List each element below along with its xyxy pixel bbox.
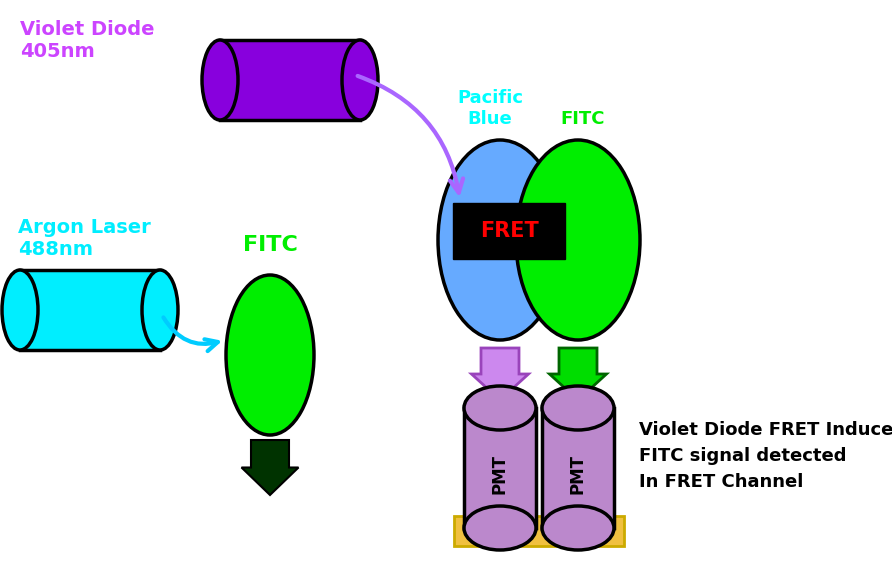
Ellipse shape xyxy=(516,140,640,340)
Ellipse shape xyxy=(464,386,536,430)
Ellipse shape xyxy=(2,270,38,350)
Bar xyxy=(454,516,624,546)
Polygon shape xyxy=(242,440,299,495)
Text: FITC: FITC xyxy=(561,110,606,128)
Ellipse shape xyxy=(542,506,614,550)
Bar xyxy=(464,408,536,528)
Ellipse shape xyxy=(542,386,614,430)
FancyArrowPatch shape xyxy=(163,318,218,351)
Ellipse shape xyxy=(142,270,178,350)
FancyArrowPatch shape xyxy=(358,76,463,192)
Text: Violet Diode
405nm: Violet Diode 405nm xyxy=(20,20,154,61)
Ellipse shape xyxy=(438,140,562,340)
Text: PMT: PMT xyxy=(569,454,587,494)
Bar xyxy=(220,40,360,120)
FancyBboxPatch shape xyxy=(453,203,565,259)
Text: Violet Diode FRET Induced
FITC signal detected
In FRET Channel: Violet Diode FRET Induced FITC signal de… xyxy=(639,421,892,491)
Ellipse shape xyxy=(464,506,536,550)
Bar xyxy=(20,270,160,350)
Ellipse shape xyxy=(226,275,314,435)
Ellipse shape xyxy=(342,40,378,120)
Text: Argon Laser
488nm: Argon Laser 488nm xyxy=(18,218,151,259)
Polygon shape xyxy=(472,348,528,400)
Text: FITC: FITC xyxy=(243,235,297,255)
Text: PMT: PMT xyxy=(491,454,509,494)
Ellipse shape xyxy=(202,40,238,120)
Text: Pacific
Blue: Pacific Blue xyxy=(457,89,523,128)
Text: FRET: FRET xyxy=(480,221,539,241)
Polygon shape xyxy=(549,348,607,400)
Bar xyxy=(542,408,614,528)
